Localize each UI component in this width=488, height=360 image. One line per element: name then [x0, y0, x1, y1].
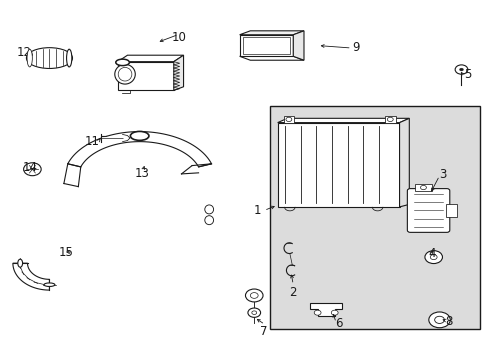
Circle shape [386, 117, 392, 122]
Circle shape [420, 185, 426, 190]
Ellipse shape [118, 67, 132, 81]
Text: 8: 8 [445, 315, 452, 328]
Ellipse shape [204, 216, 213, 225]
Circle shape [434, 316, 444, 323]
Circle shape [314, 310, 321, 315]
Text: 4: 4 [428, 247, 435, 260]
Bar [118, 62, 173, 90]
Text: 14: 14 [22, 161, 38, 174]
Polygon shape [118, 55, 183, 62]
Text: 3: 3 [439, 168, 446, 181]
Polygon shape [310, 303, 341, 316]
Text: 15: 15 [58, 246, 73, 259]
Polygon shape [68, 132, 211, 167]
Circle shape [285, 117, 291, 122]
Ellipse shape [44, 283, 55, 287]
Bar [243, 37, 289, 54]
Bar [277, 123, 399, 207]
Bar [414, 184, 431, 191]
Ellipse shape [116, 59, 129, 66]
Circle shape [251, 311, 256, 315]
Ellipse shape [115, 64, 135, 84]
Polygon shape [173, 55, 183, 90]
Text: 11: 11 [84, 135, 100, 148]
Circle shape [23, 163, 41, 176]
Ellipse shape [204, 205, 213, 214]
Bar [269, 107, 479, 329]
Ellipse shape [18, 259, 22, 267]
Ellipse shape [26, 48, 72, 68]
Circle shape [245, 289, 263, 302]
Polygon shape [293, 31, 304, 60]
Circle shape [454, 65, 467, 74]
Text: 1: 1 [254, 204, 261, 217]
Polygon shape [239, 56, 304, 60]
Polygon shape [399, 118, 408, 207]
Circle shape [330, 310, 337, 315]
Text: 9: 9 [351, 41, 359, 54]
Bar [384, 116, 395, 123]
Circle shape [428, 312, 449, 328]
Circle shape [429, 255, 436, 260]
Circle shape [247, 308, 260, 318]
Polygon shape [13, 263, 49, 290]
Ellipse shape [130, 131, 149, 140]
Circle shape [250, 293, 258, 298]
Text: 13: 13 [134, 167, 149, 180]
Bar [283, 116, 294, 123]
Polygon shape [277, 118, 408, 123]
Text: 5: 5 [463, 68, 470, 81]
Circle shape [424, 251, 442, 264]
Text: 10: 10 [171, 31, 186, 44]
Bar [445, 204, 456, 217]
FancyBboxPatch shape [407, 189, 449, 232]
Circle shape [459, 68, 463, 71]
Bar [239, 35, 293, 56]
Ellipse shape [27, 49, 32, 67]
Polygon shape [239, 31, 304, 35]
Text: 7: 7 [260, 325, 267, 338]
Text: 6: 6 [334, 317, 342, 330]
Text: 2: 2 [289, 286, 296, 299]
Text: 12: 12 [16, 46, 31, 59]
Ellipse shape [66, 49, 72, 67]
